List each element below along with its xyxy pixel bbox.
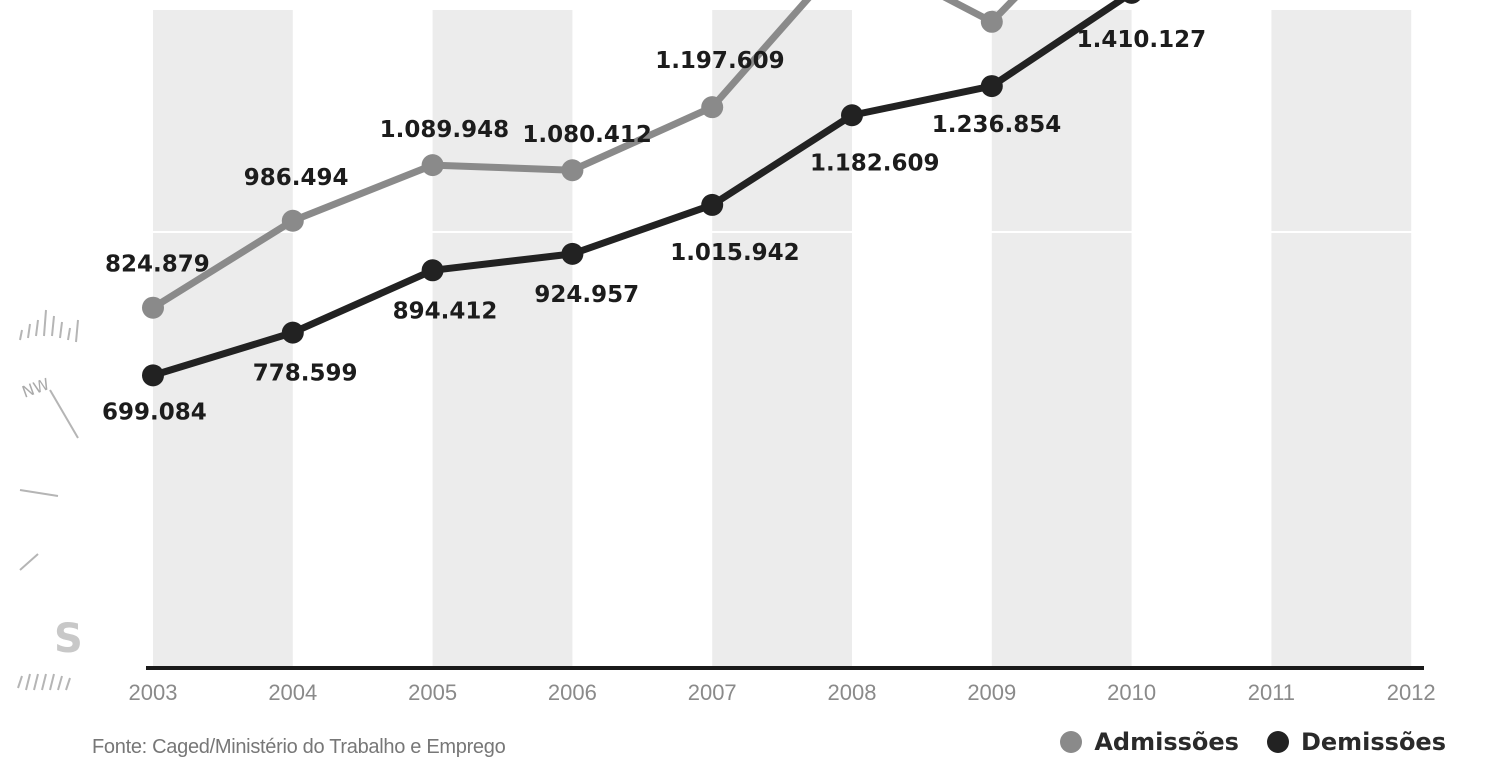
year-bands <box>153 10 1412 668</box>
legend-label-demissoes: Demissões <box>1300 728 1446 756</box>
x-tick-2006: 2006 <box>548 680 597 705</box>
data-label-demissoes-2006: 924.957 <box>534 282 639 308</box>
x-tick-2008: 2008 <box>828 680 877 705</box>
point-demissoes-2003 <box>142 364 164 387</box>
x-tick-2005: 2005 <box>408 680 457 705</box>
data-label-demissoes-2003: 699.084 <box>102 399 207 425</box>
x-tick-2009: 2009 <box>967 680 1016 705</box>
data-label-admissoes-2005: 1.089.948 <box>380 117 510 143</box>
source-note: Fonte: Caged/Ministério do Trabalho e Em… <box>92 736 506 758</box>
legend-item-demissoes: Demissões <box>1266 728 1446 756</box>
data-labels: 824.879 986.494 1.089.948 1.080.412 1.197.60… <box>102 27 1207 426</box>
point-admissoes-2007 <box>701 96 724 119</box>
data-label-admissoes-2007: 1.197.609 <box>655 48 785 74</box>
x-tick-2012: 2012 <box>1387 680 1436 705</box>
series-lines <box>151 0 1128 379</box>
point-demissoes-2007 <box>701 193 724 216</box>
x-tick-2003: 2003 <box>129 680 178 705</box>
x-tick-2004: 2004 <box>268 680 317 705</box>
point-admissoes-2004 <box>281 209 304 232</box>
point-admissoes-2009 <box>980 10 1003 33</box>
legend-swatch-admissoes <box>1060 731 1083 753</box>
series-points <box>142 0 1140 387</box>
x-tick-2010: 2010 <box>1107 680 1156 705</box>
point-demissoes-2009 <box>980 75 1003 98</box>
series-line-demissoes <box>151 0 1128 379</box>
band-2009 <box>991 10 1132 668</box>
point-demissoes-2006 <box>561 242 584 265</box>
data-label-admissoes-2003: 824.879 <box>105 252 210 278</box>
legend-swatch-demissoes <box>1266 731 1289 753</box>
x-tick-2011: 2011 <box>1248 680 1295 705</box>
band-2005 <box>432 10 573 668</box>
point-demissoes-2004 <box>281 321 304 344</box>
compass-decoration: NW S <box>17 309 83 691</box>
data-label-demissoes-2008: 1.182.609 <box>810 150 940 176</box>
legend-label-admissoes: Admissões <box>1094 728 1239 756</box>
data-label-admissoes-2006: 1.080.412 <box>522 122 652 148</box>
x-tick-2007: 2007 <box>688 680 737 705</box>
point-demissoes-2008 <box>841 104 863 127</box>
band-2011 <box>1271 10 1412 668</box>
data-label-demissoes-2010: 1.410.127 <box>1077 27 1207 53</box>
data-label-demissoes-2009: 1.236.854 <box>932 112 1062 138</box>
point-admissoes-2003 <box>142 296 164 319</box>
legend: Admissões Demissões <box>1060 728 1446 756</box>
x-tick-labels: 2003 2004 2005 2006 2007 2008 2009 2010 2011 2012 <box>129 680 1436 705</box>
band-2007 <box>712 10 852 668</box>
data-label-demissoes-2004: 778.599 <box>253 361 358 387</box>
svg-text:S: S <box>54 616 83 662</box>
legend-item-admissoes: Admissões <box>1060 728 1239 756</box>
series-line-admissoes <box>151 0 1018 311</box>
data-label-demissoes-2005: 894.412 <box>393 298 498 324</box>
data-label-admissoes-2004: 986.494 <box>244 165 349 191</box>
point-admissoes-2005 <box>421 154 444 177</box>
point-admissoes-2006 <box>561 159 584 182</box>
data-label-demissoes-2007: 1.015.942 <box>670 240 800 266</box>
svg-text:NW: NW <box>19 374 52 401</box>
point-demissoes-2005 <box>421 259 444 282</box>
point-demissoes-2010 <box>1123 0 1140 4</box>
